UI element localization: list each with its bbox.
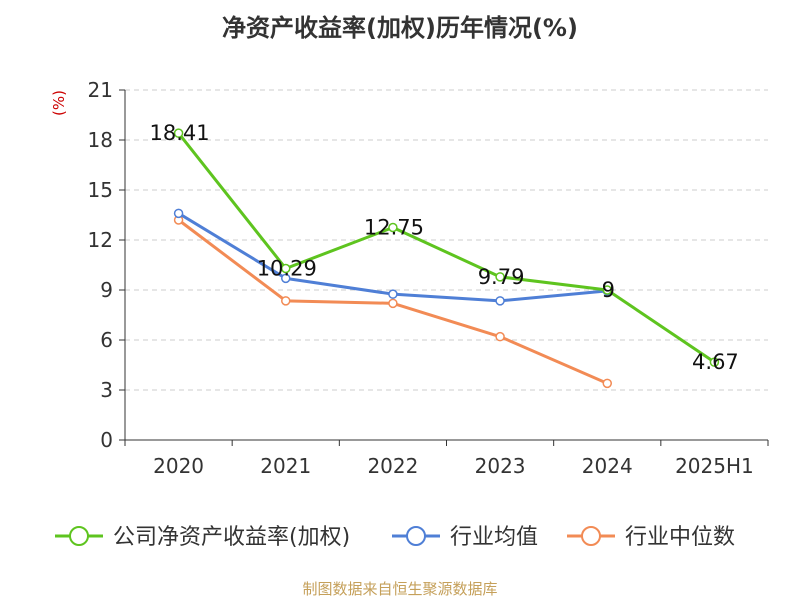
legend-swatch-marker — [69, 526, 89, 546]
data-label: 12.75 — [364, 216, 424, 240]
x-tick-label: 2021 — [260, 454, 311, 478]
data-point — [388, 289, 398, 299]
series-line — [177, 132, 716, 364]
y-tick-label: 12 — [88, 228, 113, 252]
data-point — [281, 273, 291, 284]
data-point — [495, 331, 505, 342]
data-source-note: 制图数据来自恒生聚源数据库 — [302, 580, 498, 598]
legend-swatch-marker — [406, 526, 426, 546]
y-tick-label: 15 — [88, 178, 113, 202]
data-label: 4.67 — [692, 350, 739, 374]
x-tick-label: 2023 — [475, 454, 526, 478]
legend-label: 行业均值 — [450, 525, 538, 550]
data-point — [281, 263, 291, 274]
data-label: 9 — [602, 278, 615, 302]
y-tick-label: 9 — [100, 278, 113, 302]
x-tick-label: 2024 — [582, 454, 633, 478]
y-tick-label: 21 — [88, 78, 113, 102]
legend-label: 行业中位数 — [625, 525, 735, 550]
data-label: 9.79 — [478, 265, 525, 289]
data-label: 10.29 — [257, 257, 317, 281]
data-point — [281, 296, 291, 306]
data-point — [173, 208, 184, 219]
x-tick-label: 2025H1 — [675, 454, 754, 478]
data-point — [388, 222, 398, 233]
y-tick-label: 18 — [88, 128, 113, 152]
chart-title: 净资产收益率(加权)历年情况(%) — [222, 14, 578, 42]
data-point — [495, 296, 505, 306]
data-point — [709, 357, 720, 367]
legend-swatch-marker — [581, 526, 601, 546]
data-label: 18.41 — [150, 121, 210, 145]
legend-label: 公司净资产收益率(加权) — [113, 525, 350, 550]
y-tick-label: 6 — [100, 328, 113, 352]
data-point — [495, 272, 505, 282]
x-tick-label: 2022 — [367, 454, 418, 478]
data-point — [602, 285, 612, 295]
data-point — [602, 378, 612, 389]
y-tick-label: 0 — [100, 428, 113, 452]
x-tick-label: 2020 — [153, 454, 204, 478]
data-point — [173, 128, 184, 138]
data-point — [388, 298, 398, 309]
y-tick-label: 3 — [100, 378, 113, 402]
